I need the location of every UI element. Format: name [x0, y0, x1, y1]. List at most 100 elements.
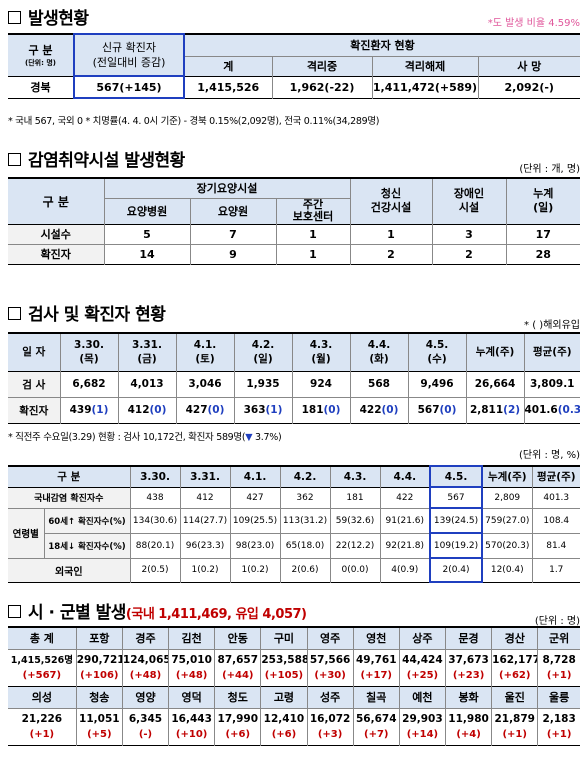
- region-total: 6,345: [128, 712, 163, 725]
- region-total: 16,072: [309, 712, 351, 725]
- col-total-header: 계: [184, 56, 273, 76]
- col-released-header: 격리해제: [372, 56, 479, 76]
- region-value-cell: 37,673 (+23): [445, 649, 493, 686]
- region-name: 상주: [399, 627, 446, 649]
- regional-subtitle: (국내 1,411,469, 유입 4,057): [125, 607, 307, 622]
- region-total: 11,980: [448, 712, 489, 725]
- date-header: 4.1. (토): [176, 333, 235, 371]
- tests-table: 일 자 3.30. (목) 3.31. (금) 4.1. (토) 4.2. (일) 4.…: [8, 332, 580, 424]
- region-name: 칠곡: [353, 686, 400, 708]
- region-increase: (+10): [175, 728, 208, 740]
- region-name: 영덕: [168, 686, 216, 708]
- region-total: 124,065: [122, 653, 169, 666]
- region-name: 문경: [445, 627, 493, 649]
- col-avg-header: 평균(주): [524, 333, 580, 371]
- region-total: 1,415,526명: [10, 654, 73, 666]
- section-title-occurrence: 발생현황: [8, 4, 89, 29]
- prev-week-note: * 직전주 수요일(3.29) 현황 : 검사 10,172건, 확진자 589…: [8, 432, 282, 443]
- region-name: 경산: [491, 627, 539, 649]
- region-value-cell: 6,345 (-): [122, 708, 170, 745]
- region-header-row: 총 계 포항 경주 김천 안동 구미 영주 영천 상주 문경 경산 군위: [8, 627, 580, 649]
- region-total: 37,673: [448, 653, 489, 666]
- col-death-header: 사 망: [478, 56, 580, 76]
- region-increase: (+7): [364, 728, 389, 740]
- region-value-cell: 56,674 (+7): [353, 708, 400, 745]
- down-arrow-icon: ▼: [245, 432, 253, 443]
- region-increase: (+48): [129, 669, 162, 681]
- date-header: 4.4. (화): [350, 333, 409, 371]
- released-value: 1,411,472(+589): [372, 76, 479, 98]
- region-increase: (+30): [314, 669, 346, 681]
- col-longterm-header: 장기요양시설: [104, 178, 351, 199]
- region-increase: (+5): [87, 728, 112, 740]
- region-increase: (+62): [499, 669, 531, 681]
- col-group-header: 구 분: [8, 178, 105, 224]
- region-value-cell: 290,721 (+106): [76, 649, 123, 686]
- isolating-value: 1,962(-22): [272, 76, 373, 98]
- region-name: 성주: [307, 686, 354, 708]
- region-value-cell: 12,410 (+6): [260, 708, 308, 745]
- region-value-cell: 29,903 (+14): [399, 708, 446, 745]
- region-increase: (+106): [80, 669, 119, 681]
- region-total: 253,588: [261, 653, 308, 666]
- col-cumul-header: 누계 (일): [506, 178, 580, 224]
- section-title-regional: 시 · 군별 발생(국내 1,411,469, 유입 4,057): [8, 598, 307, 623]
- death-value: 2,092(-): [504, 80, 554, 94]
- region-name: 울진: [491, 686, 539, 708]
- region-name: 구미: [260, 627, 308, 649]
- region-total: 29,903: [402, 712, 443, 725]
- checkbox-square-icon: [8, 605, 21, 618]
- fatality-footnote: * 국내 567, 국외 0 * 치명률(4. 4. 0시 기준) - 경북 0…: [8, 116, 380, 127]
- date-header: 4.2. (일): [234, 333, 293, 371]
- col-group-header: 구 분 (단위: 명): [8, 34, 75, 76]
- overseas-note: * ( )해외유입: [524, 320, 580, 331]
- region-increase: (+1): [29, 728, 55, 740]
- region-value-cell: 21,226 (+1): [8, 708, 77, 745]
- region-name: 울릉: [537, 686, 580, 708]
- region-total: 21,879: [494, 712, 535, 725]
- region-increase: (+17): [360, 669, 392, 681]
- region-name: 군위: [537, 627, 580, 649]
- region-total: 87,657: [217, 653, 259, 666]
- region-value-cell: 17,990 (+6): [214, 708, 262, 745]
- region-value-cell: 11,051 (+5): [76, 708, 123, 745]
- region-total: 49,761: [355, 653, 397, 666]
- col-cumul-header: 누계(주): [466, 333, 525, 371]
- table-row-foreign: 외국인 2(0.5) 1(0.2) 1(0.2) 2(0.6) 0(0.0) 4…: [8, 557, 581, 583]
- region-value-cell: 21,879 (+1): [491, 708, 539, 745]
- region-value-cell: 44,424 (+25): [399, 649, 446, 686]
- table-row-confirmed: 확진자 439(1) 412(0) 427(0) 363(1) 181(0) 4…: [8, 397, 580, 423]
- col-isolating-header: 격리중: [272, 56, 373, 76]
- region-value-cell: 87,657 (+44): [214, 649, 262, 686]
- regional-table: 총 계 포항 경주 김천 안동 구미 영주 영천 상주 문경 경산 군위 1,415,526명 (+567…: [8, 626, 580, 746]
- region-total: 17,990: [217, 712, 259, 725]
- region-name: 고령: [260, 686, 308, 708]
- checkbox-square-icon: [8, 11, 21, 24]
- col-nursing-header: 요양원: [190, 198, 277, 224]
- region-value-cell: 49,761 (+17): [353, 649, 400, 686]
- region-value-row: 21,226 (+1) 11,051 (+5) 6,345 (-) 16,443 (+10) 1…: [8, 708, 580, 745]
- region-name: 포항: [76, 627, 123, 649]
- col-disabled-header: 장애인 시설: [432, 178, 507, 224]
- region-total: 57,566: [309, 653, 351, 666]
- new-value: 567(+145): [73, 75, 185, 99]
- section-title-tests: 검사 및 확진자 현황: [8, 300, 166, 325]
- region-name: 의성: [8, 686, 77, 708]
- col-new-header: 신규 확진자 (전일대비 증감): [73, 33, 185, 77]
- region-increase: (+3): [317, 728, 343, 740]
- region-value-cell: 162,177 (+62): [491, 649, 539, 686]
- region-name: 영주: [307, 627, 354, 649]
- col-date-header: 일 자: [8, 333, 61, 371]
- col-youth-header: 청신 건강시설: [350, 178, 433, 224]
- region-increase: (-): [138, 728, 153, 740]
- checkbox-square-icon: [8, 153, 21, 166]
- unit-label: (단위 : 개, 명): [519, 164, 580, 175]
- region-value-cell: 253,588 (+105): [260, 649, 308, 686]
- region-increase: (+48): [175, 669, 208, 681]
- date-header: 4.3. (월): [292, 333, 351, 371]
- checkbox-square-icon: [8, 307, 21, 320]
- region-total: 56,674: [355, 712, 397, 725]
- region-increase: (+567): [22, 669, 62, 681]
- region-value-cell: 1,415,526명 (+567): [8, 649, 77, 686]
- region-total: 21,226: [21, 712, 63, 725]
